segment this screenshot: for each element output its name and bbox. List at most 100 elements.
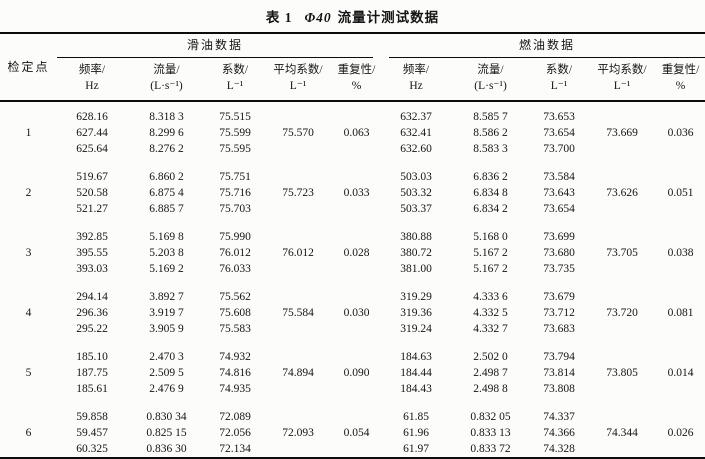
header-fuel-coef: 系数/L⁻¹ — [530, 58, 589, 102]
fuel-flow-cell: 2.502 0 — [473, 350, 508, 363]
oil-coef-cell: 74.816 — [219, 366, 251, 379]
oil-coef-cell: 75.515 — [219, 110, 251, 123]
fuel-coef-cell: 73.699 — [543, 230, 575, 243]
header-line1: 频率/ — [78, 64, 106, 76]
fuel-flow-cell: 4.332 5 — [473, 306, 508, 319]
fuel-freq-cell: 319.24 — [400, 322, 432, 335]
oil-coef-cell: 75.716 — [219, 186, 251, 199]
fuel-coef-cell: 73.654 — [543, 202, 575, 215]
row-spacer — [0, 337, 705, 349]
fuel-freq-cell: 319.29 — [400, 290, 432, 303]
header-line2: % — [675, 80, 686, 92]
oil-coef-cell: 76.033 — [219, 262, 251, 275]
row-spacer — [0, 101, 705, 109]
fuel-avg-cell: 74.344 — [606, 426, 638, 439]
header-line1: 流量/ — [477, 64, 504, 76]
oil-coef-cell: 76.012 — [219, 246, 251, 259]
oil-freq-cell: 295.22 — [76, 322, 108, 335]
fuel-flow-cell: 4.332 7 — [473, 322, 508, 335]
fuel-rep-cell: 0.081 — [667, 306, 694, 319]
header-oil-coef: 系数/L⁻¹ — [206, 58, 264, 102]
fuel-rep-cell: 0.036 — [667, 126, 694, 139]
fuel-coef-cell: 73.814 — [543, 366, 575, 379]
oil-flow-cell: 0.825 15 — [146, 426, 187, 439]
fuel-freq-cell: 632.41 — [400, 126, 432, 139]
oil-freq-cell: 625.64 — [76, 142, 108, 155]
table-number: 表 1 — [265, 10, 293, 25]
fuel-freq-cell: 184.43 — [400, 382, 432, 395]
oil-freq-cell: 59.457 — [76, 426, 108, 439]
oil-avg-cell: 72.093 — [282, 426, 314, 439]
table-title: 表 1 Φ40 流量计测试数据 — [0, 0, 705, 32]
oil-coef-cell: 75.608 — [219, 306, 251, 319]
header-line1: 系数/ — [221, 64, 249, 76]
data-row-point1: 1 628.16 8.318 3 75.515 75.570 0.063 632.37 8.5… — [0, 109, 705, 139]
fuel-rep-cell: 0.014 — [667, 366, 694, 379]
fuel-freq-cell: 503.03 — [400, 170, 432, 183]
oil-rep-cell: 0.028 — [343, 246, 370, 259]
fuel-freq-cell: 632.60 — [400, 142, 432, 155]
fuel-freq-cell: 380.88 — [400, 230, 432, 243]
data-row-point4: 296.36 3.919 7 75.608 319.36 4.332 5 73.712 — [0, 305, 705, 321]
header-fuel-freq: 频率/Hz — [381, 58, 452, 102]
data-row-point3: 3 392.85 5.169 8 75.990 76.012 0.028 380.88 5.1… — [0, 229, 705, 259]
header-line2: L⁻¹ — [226, 80, 244, 92]
fuel-coef-cell: 74.328 — [543, 442, 575, 455]
row-spacer — [0, 157, 705, 169]
header-oil-avg: 平均系数/L⁻¹ — [264, 58, 332, 102]
fuel-flow-cell: 6.834 8 — [473, 186, 508, 199]
data-row-point1: 627.44 8.299 6 75.599 632.41 8.586 2 73.654 — [0, 125, 705, 141]
fuel-flow-cell: 8.586 2 — [473, 126, 508, 139]
oil-avg-cell: 75.584 — [282, 306, 314, 319]
oil-flow-cell: 6.875 4 — [149, 186, 184, 199]
spacer-cell — [0, 337, 705, 349]
header-fuel-flow: 流量/ (L·s⁻¹) — [451, 58, 531, 102]
oil-freq-cell: 187.75 — [76, 366, 108, 379]
fuel-flow-cell: 2.498 7 — [473, 366, 508, 379]
oil-rep-cell: 0.033 — [343, 186, 370, 199]
oil-coef-cell: 75.990 — [219, 230, 251, 243]
fuel-flow-cell: 4.333 6 — [473, 290, 508, 303]
fuel-avg-cell: 73.705 — [606, 246, 638, 259]
oil-flow-cell: 5.169 2 — [149, 262, 184, 275]
fuel-flow-cell: 0.833 72 — [470, 442, 511, 455]
oil-coef-cell: 74.932 — [219, 350, 251, 363]
point-cell: 2 — [25, 186, 32, 199]
oil-freq-cell: 60.325 — [76, 442, 108, 455]
oil-flow-cell: 8.299 6 — [149, 126, 184, 139]
fuel-freq-cell: 503.32 — [400, 186, 432, 199]
data-row-point4: 4 294.14 3.892 7 75.562 75.584 0.030 319.29 4.3… — [0, 289, 705, 319]
fuel-coef-cell: 73.679 — [543, 290, 575, 303]
flowmeter-data-table: 检定点 滑油数据 燃油数据 频率/Hz 流量/(L·s⁻¹) 系数/L⁻¹ 平均系数/… — [0, 32, 705, 459]
oil-freq-cell: 185.10 — [76, 350, 108, 363]
oil-rep-cell: 0.054 — [343, 426, 370, 439]
fuel-group-label: 燃油数据 — [389, 34, 705, 58]
data-row-point2: 520.58 6.875 4 75.716 503.32 6.834 8 73.643 — [0, 185, 705, 201]
header-line2: Hz — [409, 80, 423, 92]
fuel-freq-cell: 61.96 — [403, 426, 429, 439]
data-row-point6: 6 59.858 0.830 34 72.089 72.093 0.054 61.85 0.8… — [0, 409, 705, 439]
oil-flow-cell: 6.860 2 — [149, 170, 184, 183]
data-row-point5: 5 185.10 2.470 3 74.932 74.894 0.090 184.63 2.5… — [0, 349, 705, 379]
header-line1: 流量/ — [153, 64, 180, 76]
data-row-point3: 395.55 5.203 8 76.012 380.72 5.167 2 73.680 — [0, 245, 705, 261]
oil-group-label: 滑油数据 — [57, 34, 374, 58]
data-row-point5: 185.61 2.476 9 74.935 184.43 2.498 8 73.808 — [0, 381, 705, 397]
fuel-coef-cell: 73.700 — [543, 142, 575, 155]
oil-rep-cell: 0.063 — [343, 126, 370, 139]
oil-avg-cell: 75.570 — [282, 126, 314, 139]
oil-coef-cell: 75.595 — [219, 142, 251, 155]
fuel-freq-cell: 632.37 — [400, 110, 432, 123]
data-row-point1: 625.64 8.276 2 75.595 632.60 8.583 3 73.700 — [0, 141, 705, 157]
oil-flow-cell: 0.830 34 — [146, 410, 187, 423]
oil-flow-cell: 3.892 7 — [149, 290, 184, 303]
oil-coef-cell: 72.089 — [219, 410, 251, 423]
fuel-coef-cell: 74.366 — [543, 426, 575, 439]
point-cell: 1 — [25, 126, 32, 139]
oil-flow-cell: 3.919 7 — [149, 306, 184, 319]
oil-rep-cell: 0.030 — [343, 306, 370, 319]
data-row-point5: 187.75 2.509 5 74.816 184.44 2.498 7 73.814 — [0, 365, 705, 381]
point-cell: 4 — [25, 306, 32, 319]
header-line2: L⁻¹ — [613, 80, 631, 92]
